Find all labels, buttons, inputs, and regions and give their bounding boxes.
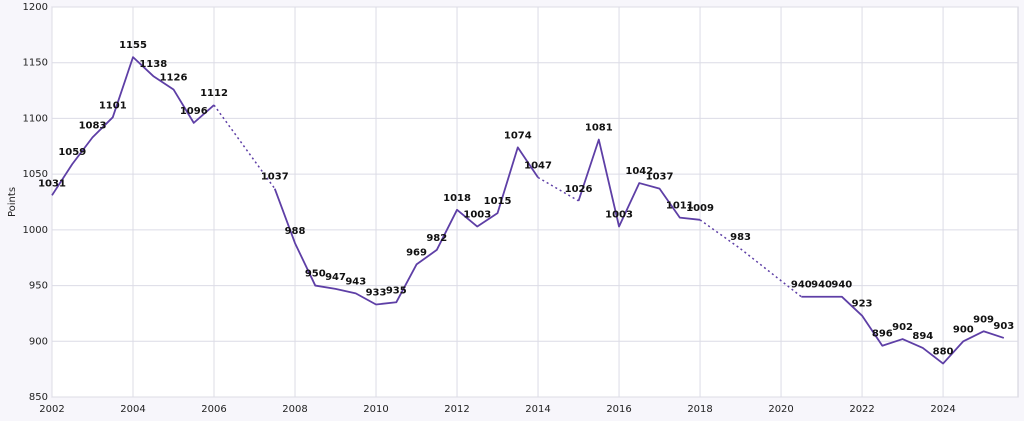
- y-tick-label: 900: [29, 336, 48, 347]
- x-tick-label: 2024: [930, 404, 955, 415]
- data-label: 982: [426, 233, 447, 244]
- data-label: 903: [993, 321, 1014, 332]
- y-tick-label: 1150: [23, 58, 48, 69]
- data-label: 1037: [261, 172, 289, 183]
- x-tick-label: 2016: [606, 404, 631, 415]
- data-label: 935: [386, 285, 407, 296]
- y-tick-label: 850: [29, 392, 48, 403]
- data-label: 1015: [484, 196, 512, 207]
- data-label: 988: [285, 226, 306, 237]
- data-label: 943: [345, 276, 366, 287]
- data-label: 1037: [646, 172, 674, 183]
- y-tick-label: 1100: [23, 113, 48, 124]
- data-label: 1155: [119, 40, 147, 51]
- data-label: 894: [912, 331, 933, 342]
- y-tick-label: 1000: [23, 225, 48, 236]
- data-label: 940: [831, 280, 852, 291]
- x-tick-label: 2014: [525, 404, 550, 415]
- data-label: 983: [730, 232, 751, 243]
- data-label: 1074: [504, 130, 532, 141]
- x-tick-label: 2006: [201, 404, 226, 415]
- y-tick-label: 1050: [23, 169, 48, 180]
- line: [801, 295, 1005, 365]
- y-axis-label: Points: [7, 187, 18, 217]
- x-tick-label: 2002: [39, 404, 64, 415]
- data-label: 1059: [58, 147, 86, 158]
- plot-area: [51, 6, 1019, 398]
- data-label: 1026: [565, 184, 593, 195]
- gap-connector: [213, 104, 276, 190]
- data-label: 1031: [38, 178, 66, 189]
- data-label: 1083: [79, 120, 107, 131]
- x-tick-label: 2004: [120, 404, 145, 415]
- data-label: 880: [933, 347, 954, 358]
- data-label: 923: [852, 299, 873, 310]
- data-label: 909: [973, 314, 994, 325]
- x-tick-label: 2022: [849, 404, 874, 415]
- x-tick-label: 2008: [282, 404, 307, 415]
- y-tick-label: 950: [29, 281, 48, 292]
- gap-connector: [699, 219, 741, 250]
- data-label: 1011: [666, 201, 694, 212]
- data-label: 950: [305, 269, 326, 280]
- data-label: 1112: [200, 88, 228, 99]
- data-label: 933: [366, 288, 387, 299]
- data-label: 1042: [625, 166, 653, 177]
- line: [273, 146, 539, 306]
- data-label: 940: [811, 280, 832, 291]
- data-label: 896: [872, 329, 893, 340]
- data-label: 1018: [443, 193, 471, 204]
- line: [51, 56, 215, 196]
- data-label: 1138: [139, 59, 167, 70]
- x-tick-label: 2012: [444, 404, 469, 415]
- data-label: 1081: [585, 123, 613, 134]
- data-label: 1003: [605, 210, 633, 221]
- data-label: 1009: [686, 203, 714, 214]
- data-label: 1003: [463, 210, 491, 221]
- y-tick-label: 1200: [23, 2, 48, 13]
- line: [577, 138, 701, 228]
- data-label: 940: [791, 280, 812, 291]
- data-label: 1047: [524, 160, 552, 171]
- data-label: 900: [953, 324, 974, 335]
- x-tick-label: 2010: [363, 404, 388, 415]
- data-label: 1101: [99, 100, 127, 111]
- data-label: 1096: [180, 106, 208, 117]
- data-label: 902: [892, 322, 913, 333]
- x-tick-label: 2018: [687, 404, 712, 415]
- data-label: 1126: [160, 72, 188, 83]
- data-label: 969: [406, 247, 427, 258]
- data-label: 947: [325, 272, 346, 283]
- x-tick-label: 2020: [768, 404, 793, 415]
